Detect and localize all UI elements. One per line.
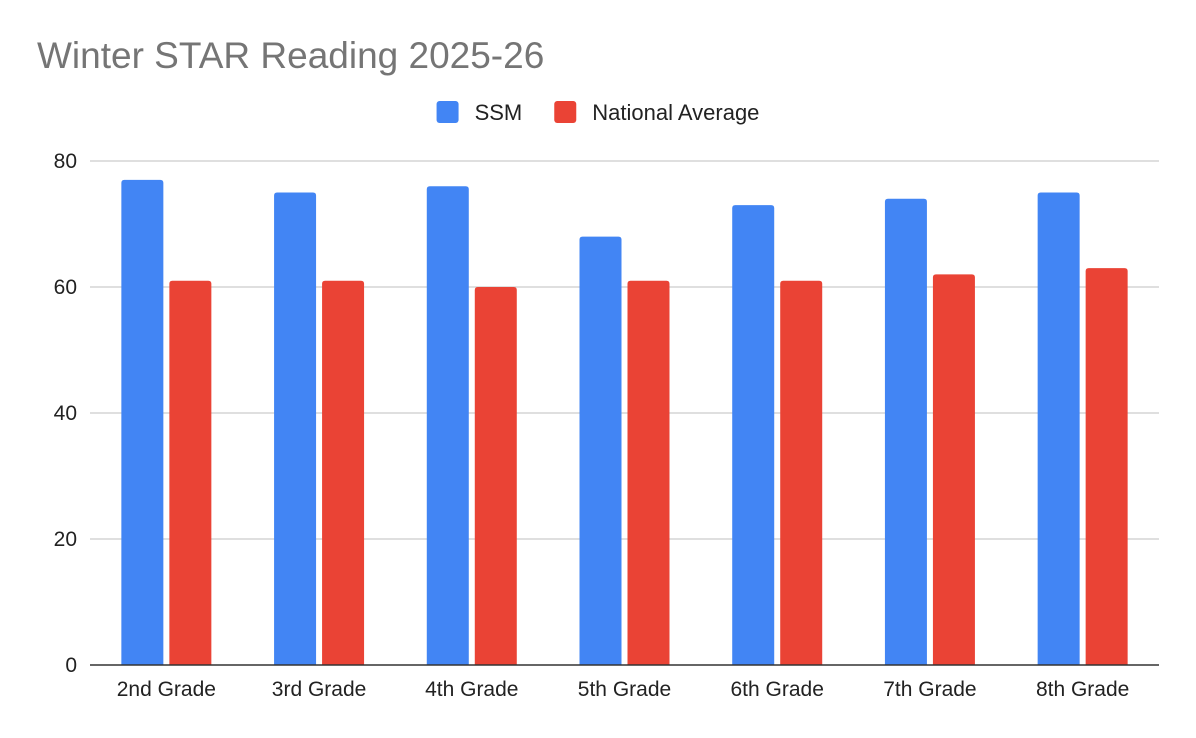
x-tick-label: 7th Grade bbox=[883, 678, 976, 701]
bar-ssm-8th-grade bbox=[1037, 192, 1080, 665]
legend-label: National Average bbox=[592, 100, 759, 125]
legend: SSM National Average bbox=[436, 100, 759, 125]
y-tick-label: 0 bbox=[65, 654, 77, 677]
x-tick-label: 3rd Grade bbox=[272, 678, 367, 701]
x-tick-label: 6th Grade bbox=[731, 678, 824, 701]
bar-ssm-3rd-grade bbox=[274, 192, 317, 665]
x-tick-label: 2nd Grade bbox=[117, 678, 216, 701]
bar-national-average-3rd-grade bbox=[322, 280, 365, 665]
legend-swatch bbox=[554, 101, 577, 123]
y-axis: 0 20 40 60 80 bbox=[54, 150, 77, 677]
chart-title: Winter STAR Reading 2025-26 bbox=[37, 35, 544, 76]
x-tick-label: 5th Grade bbox=[578, 678, 671, 701]
legend-label: SSM bbox=[475, 100, 523, 125]
bar-ssm-7th-grade bbox=[884, 198, 927, 666]
bar-ssm-2nd-grade bbox=[121, 179, 164, 665]
bar-ssm-4th-grade bbox=[426, 186, 469, 665]
bar-ssm-5th-grade bbox=[579, 236, 622, 665]
x-tick-label: 8th Grade bbox=[1036, 678, 1129, 701]
y-tick-label: 80 bbox=[54, 150, 77, 173]
bars bbox=[121, 179, 1128, 666]
x-tick-label: 4th Grade bbox=[425, 678, 518, 701]
bar-national-average-5th-grade bbox=[627, 280, 670, 665]
bar-national-average-8th-grade bbox=[1085, 268, 1128, 665]
bar-national-average-4th-grade bbox=[474, 287, 517, 665]
legend-item-national-average: National Average bbox=[554, 100, 759, 125]
x-axis: 2nd Grade 3rd Grade 4th Grade 5th Grade 6th … bbox=[90, 664, 1159, 701]
legend-item-ssm: SSM bbox=[436, 100, 523, 125]
gridlines bbox=[90, 160, 1159, 540]
y-tick-label: 40 bbox=[54, 402, 77, 425]
bar-national-average-2nd-grade bbox=[169, 280, 212, 665]
y-tick-label: 20 bbox=[54, 528, 77, 551]
legend-swatch bbox=[436, 101, 459, 123]
bar-national-average-6th-grade bbox=[780, 280, 823, 665]
y-tick-label: 60 bbox=[54, 276, 77, 299]
bar-national-average-7th-grade bbox=[932, 274, 975, 665]
bar-ssm-6th-grade bbox=[732, 205, 775, 665]
